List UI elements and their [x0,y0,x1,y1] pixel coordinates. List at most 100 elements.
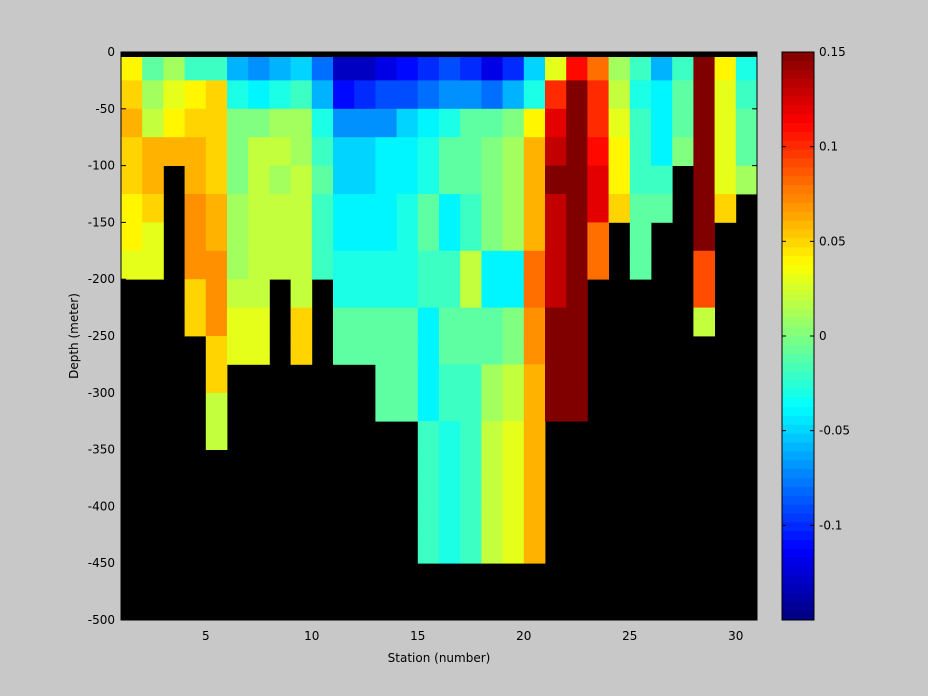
heatmap-cell [481,364,503,394]
colorbar-band [782,433,814,443]
heatmap-cell [523,279,546,308]
heatmap-cell [333,165,355,195]
colorbar-band [782,398,814,408]
heatmap-cell [417,364,440,394]
heatmap-cell [523,137,546,166]
heatmap-cell [354,336,376,365]
heatmap-cell [523,307,546,337]
heatmap-cell [375,137,397,166]
heatmap-cell [672,80,694,110]
colorbar-band [782,194,814,204]
colorbar-band [782,176,814,186]
heatmap-cell [269,137,291,166]
heatmap-cell [714,137,737,166]
heatmap-cell [481,534,503,564]
heatmap-cell [460,307,482,337]
heatmap-cell [396,222,419,252]
colorbar-band [782,87,814,97]
colorbar-band [782,158,814,168]
colorbar-band [782,495,814,506]
colorbar-band [782,291,814,301]
heatmap-cell [651,194,673,223]
heatmap-cell [184,137,207,166]
colorbar-band [782,60,814,71]
heatmap-cell [502,336,525,365]
colorbar-band [782,282,814,293]
colorbar-band [782,557,814,568]
colorbar-band [782,220,814,230]
heatmap-cell [354,222,376,252]
colorbar-band [782,424,814,435]
heatmap-cell [248,165,270,195]
heatmap-cell [460,364,482,394]
heatmap-cell [205,336,228,365]
heatmap-cell [566,392,588,422]
heatmap-cell [523,52,546,81]
heatmap-cell [375,194,397,223]
heatmap-cell [481,222,503,252]
heatmap-cell [142,250,164,280]
heatmap-cell [629,80,652,110]
colorbar-band [782,300,814,310]
heatmap-cell [693,307,715,337]
colorbar-band [782,344,814,355]
heatmap-cell [375,108,397,138]
colorbar-band [782,256,814,266]
heatmap-cell [545,336,567,365]
heatmap-cell [587,108,609,138]
heatmap-cell [502,108,525,138]
heatmap-cell [354,52,376,81]
colorbar-band [782,336,814,346]
heatmap-cell [523,534,546,564]
heatmap-cell [439,222,461,252]
heatmap-cell [502,534,525,564]
colorbar-band [782,327,814,337]
heatmap-cell [417,80,440,110]
colorbar-band [782,185,814,195]
heatmap-cell [460,449,482,479]
heatmap-cell [545,250,567,280]
heatmap-cell [460,279,482,308]
heatmap-cell [248,222,270,252]
heatmap-cell [587,80,609,110]
heatmap-cell [205,307,228,337]
heatmap-cell [439,421,461,450]
heatmap-cell [311,165,334,195]
heatmap-cell [439,194,461,223]
heatmap-cell [417,279,440,308]
heatmap-cell [290,137,313,166]
heatmap-cell [227,279,249,308]
heatmap-cell [396,194,419,223]
heatmap-cell [481,80,503,110]
heatmap-cell [523,108,546,138]
colorbar-band [782,540,814,550]
heatmap-cell [545,222,567,252]
colorbar-band [782,407,814,417]
heatmap-cell [608,80,631,110]
colorbar-ticks: 0.15 0.1 0.05 0 -0.05 -0.1 [782,45,850,532]
heatmap-cell [460,478,482,507]
heatmap-cell [205,392,228,422]
heatmap-cell [248,137,270,166]
heatmap-cell [460,421,482,450]
heatmap-cell [608,165,631,195]
y-tick-label: -450 [88,556,115,570]
heatmap-cell [248,279,270,308]
colorbar-band [782,460,814,470]
heatmap-cell [523,364,546,394]
heatmap-cell [163,108,185,138]
heatmap-cell [290,279,313,308]
heatmap-cell [417,478,440,507]
heatmap-cell [629,194,652,223]
heatmap-cell [248,336,270,365]
heatmap-cell [290,165,313,195]
heatmap-cell [333,137,355,166]
heatmap-cell [629,108,652,138]
heatmap-cell [439,137,461,166]
heatmap-cell [523,506,546,536]
heatmap-cell [460,336,482,365]
heatmap-cell [629,250,652,280]
heatmap-cell [248,250,270,280]
heatmap-cell [502,421,525,450]
